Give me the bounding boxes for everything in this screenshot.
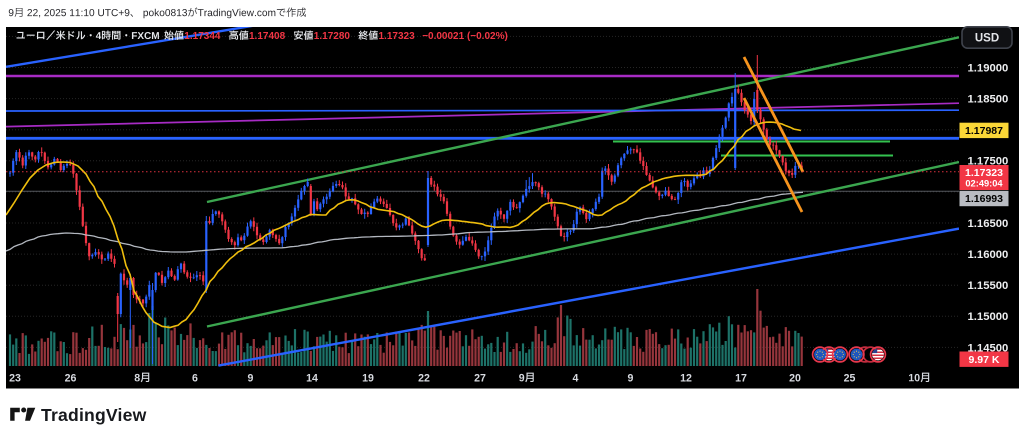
svg-text:1.17344: 1.17344 <box>184 31 221 42</box>
svg-text:1.14500: 1.14500 <box>968 342 1009 354</box>
svg-text:1.16500: 1.16500 <box>968 218 1009 230</box>
svg-text:TradingView: TradingView <box>41 405 147 425</box>
svg-text:1.17280: 1.17280 <box>314 31 351 42</box>
svg-text:19: 19 <box>362 372 374 384</box>
svg-text:1.15000: 1.15000 <box>968 311 1009 323</box>
svg-text:1.18500: 1.18500 <box>968 94 1009 106</box>
svg-text:1.17323: 1.17323 <box>965 167 1003 179</box>
svg-text:9.97 K: 9.97 K <box>969 354 1000 366</box>
svg-text:1.15500: 1.15500 <box>968 280 1009 292</box>
svg-text:26: 26 <box>65 372 77 384</box>
svg-text:9: 9 <box>628 372 634 384</box>
svg-text:20: 20 <box>789 372 801 384</box>
svg-text:14: 14 <box>306 372 318 384</box>
svg-text:17: 17 <box>735 372 747 384</box>
svg-text:1.17408: 1.17408 <box>249 31 286 42</box>
svg-text:9: 9 <box>248 372 254 384</box>
svg-text:1.17987: 1.17987 <box>965 125 1003 137</box>
svg-text:−0.00021 (−0.02%): −0.00021 (−0.02%) <box>422 31 508 42</box>
svg-text:1.17323: 1.17323 <box>379 31 416 42</box>
svg-text:1.17500: 1.17500 <box>968 156 1009 168</box>
svg-text:25: 25 <box>844 372 856 384</box>
svg-text:23: 23 <box>9 372 21 384</box>
svg-text:1.16000: 1.16000 <box>968 249 1009 261</box>
svg-text:02:49:04: 02:49:04 <box>965 178 1003 188</box>
svg-text:4: 4 <box>573 372 579 384</box>
svg-text:1.19000: 1.19000 <box>968 62 1009 74</box>
svg-text:27: 27 <box>474 372 486 384</box>
svg-text:6: 6 <box>192 372 198 384</box>
svg-text:12: 12 <box>680 372 692 384</box>
svg-text:22: 22 <box>418 372 430 384</box>
svg-text:1.16993: 1.16993 <box>965 193 1003 205</box>
svg-text:USD: USD <box>975 33 999 45</box>
